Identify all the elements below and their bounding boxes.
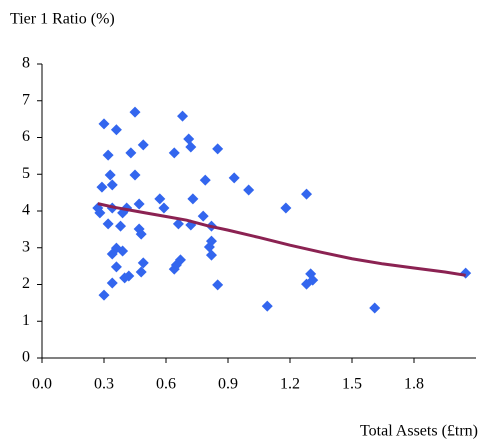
y-tick-label: 7 (22, 91, 30, 108)
point (243, 184, 255, 196)
point (177, 110, 189, 122)
y-tick-label: 3 (22, 238, 30, 255)
point (115, 220, 127, 232)
point (369, 302, 381, 314)
point (125, 147, 137, 159)
x-tick-label: 0.9 (218, 376, 238, 393)
point (187, 193, 199, 205)
point (135, 266, 147, 278)
point (154, 193, 166, 205)
point (205, 235, 217, 247)
point (98, 289, 110, 301)
point (119, 272, 131, 284)
point (123, 270, 135, 282)
point (205, 249, 217, 261)
point (301, 188, 313, 200)
point (168, 263, 180, 275)
y-tick-label: 4 (22, 202, 30, 219)
point (102, 218, 114, 230)
point (94, 207, 106, 219)
y-tick-label: 5 (22, 165, 30, 182)
point (117, 207, 129, 219)
point (104, 169, 116, 181)
y-tick-label: 6 (22, 128, 30, 145)
point (129, 169, 141, 181)
point (137, 139, 149, 151)
x-tick-label: 1.2 (280, 376, 300, 393)
point (280, 202, 292, 214)
point (228, 172, 240, 184)
point (212, 279, 224, 291)
point (199, 174, 211, 186)
point (98, 118, 110, 130)
y-tick-label: 0 (22, 349, 30, 366)
point (133, 198, 145, 210)
trend-line (97, 202, 466, 277)
y-tick-label: 8 (22, 55, 30, 72)
point (129, 106, 141, 118)
x-tick-label: 0.3 (94, 376, 114, 393)
point (212, 143, 224, 155)
y-tick-label: 1 (22, 312, 30, 329)
point (460, 267, 472, 279)
point (110, 261, 122, 273)
point (106, 277, 118, 289)
point (183, 133, 195, 145)
point (137, 257, 149, 269)
point (135, 228, 147, 240)
x-axis-title: Total Assets (£trn) (360, 423, 478, 440)
point (261, 300, 273, 312)
point (158, 202, 170, 214)
y-tick-label: 2 (22, 275, 30, 292)
point (110, 124, 122, 136)
point (185, 141, 197, 153)
point (197, 210, 209, 222)
point (106, 248, 118, 260)
point (106, 179, 118, 191)
point (96, 181, 108, 193)
point (102, 149, 114, 161)
x-tick-label: 1.8 (404, 376, 424, 393)
x-tick-label: 0.6 (156, 376, 176, 393)
x-tick-label: 1.5 (342, 376, 362, 393)
x-tick-label: 0.0 (32, 376, 52, 393)
point (172, 218, 184, 230)
y-axis-title: Tier 1 Ratio (%) (10, 11, 115, 28)
point (168, 147, 180, 159)
point (301, 278, 313, 290)
